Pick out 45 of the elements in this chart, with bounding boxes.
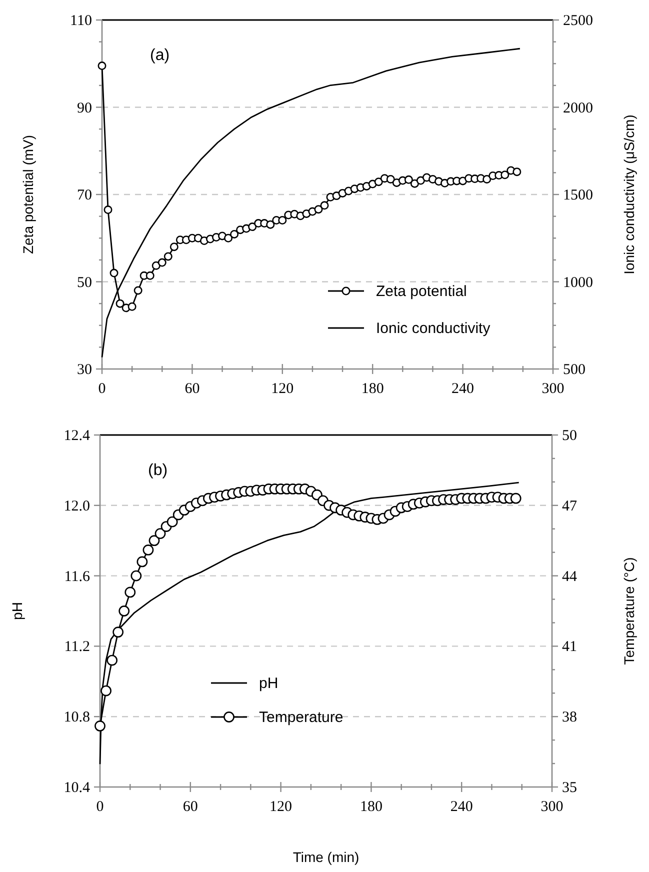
y-tick-label: 90 (77, 100, 92, 116)
x-tick-label: 240 (452, 381, 474, 397)
y-tick-label: 11.6 (64, 568, 90, 585)
annotation: (b) (148, 462, 168, 479)
x-tick-label: 0 (98, 381, 106, 397)
x-tick-label: 60 (184, 381, 200, 397)
y-tick-label: 110 (70, 13, 92, 29)
x-tick-label: 120 (270, 799, 292, 815)
y-tick-label: 30 (77, 362, 92, 378)
x-axis-title: Time (min) (292, 849, 360, 865)
y2-axis-title: Ionic conductivity (μS/cm) (621, 114, 637, 274)
y2-axis-title: Temperature (°C) (621, 557, 637, 665)
legend-label: pH (259, 675, 278, 692)
legend-label: Temperature (259, 709, 344, 726)
y2-tick-label: 2000 (563, 100, 593, 116)
x-tick-label: 180 (361, 381, 384, 397)
y2-tick-label: 50 (562, 428, 577, 444)
y2-tick-label: 2500 (563, 13, 593, 29)
x-tick-label: 0 (96, 799, 104, 815)
x-tick-label: 180 (360, 799, 382, 815)
x-tick-label: 120 (271, 381, 294, 397)
y-tick-label: 12.4 (64, 428, 90, 444)
y2-tick-label: 47 (562, 498, 578, 514)
legend-label: Zeta potential (376, 283, 467, 300)
y-tick-label: 11.2 (64, 639, 90, 656)
annotation: (a) (150, 47, 170, 64)
y2-tick-label: 38 (562, 710, 577, 726)
y2-tick-label: 41 (562, 639, 577, 656)
y-tick-label: 10.4 (64, 780, 90, 796)
legend-label: Ionic conductivity (376, 320, 491, 337)
x-tick-label: 240 (450, 799, 473, 815)
x-tick-label: 300 (540, 799, 564, 815)
x-tick-label: 300 (542, 381, 564, 397)
y-axis-title: Zeta potential (mV) (20, 134, 36, 254)
y-tick-label: 10.8 (64, 710, 90, 726)
y-tick-label: 50 (77, 274, 92, 291)
y-tick-label: 70 (77, 188, 92, 204)
y-axis-title: pH (9, 602, 25, 620)
y2-tick-label: 500 (563, 362, 586, 378)
y2-tick-label: 1000 (563, 274, 593, 291)
y2-tick-label: 35 (562, 780, 577, 796)
y2-tick-label: 44 (562, 568, 578, 585)
y-tick-label: 12.0 (64, 498, 90, 514)
x-tick-label: 60 (182, 799, 198, 815)
y2-tick-label: 1500 (563, 188, 593, 204)
